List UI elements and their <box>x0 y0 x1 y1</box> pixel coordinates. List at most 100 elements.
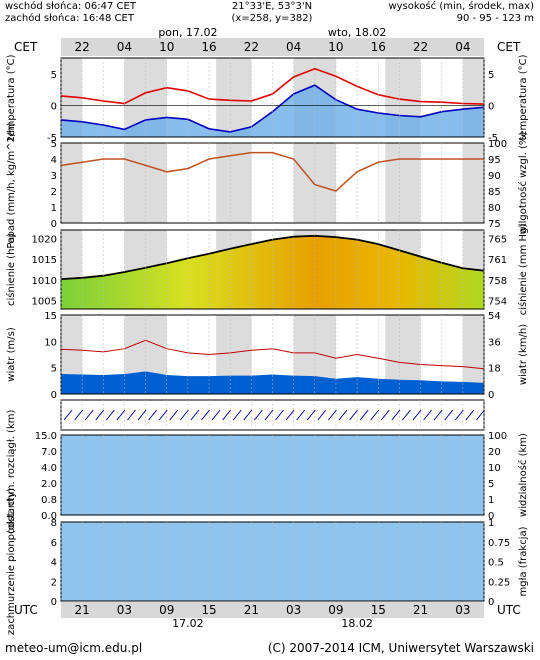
axis-title: ciśnienie (hPa) <box>5 233 17 306</box>
top-hour-label: 22 <box>244 40 259 54</box>
y-tick-label: 1 <box>488 518 494 529</box>
y-tick-label: 0 <box>488 390 494 401</box>
top-day-label: pon, 17.02 <box>158 26 217 39</box>
bottom-hour-label: 21 <box>413 603 428 617</box>
axis-title: temperatura (°C) <box>6 54 17 140</box>
wind-arrow <box>275 409 284 421</box>
top-timezone: CET <box>14 40 38 54</box>
wind-arrow <box>454 409 464 421</box>
night-band <box>216 58 252 137</box>
top-hour-label: 04 <box>117 40 132 54</box>
wind-arrow <box>243 409 253 421</box>
axis-title: podst. chm. rozciągł. (km) <box>6 410 17 541</box>
night-band <box>462 315 484 394</box>
axis-title: ciśnienie (mm Hg) <box>517 224 529 316</box>
wind-arrow <box>264 409 274 421</box>
y-tick-label: 761 <box>488 255 507 266</box>
wind-arrow <box>423 409 432 421</box>
y-tick-label: 5 <box>488 479 494 490</box>
top-hour-label: 22 <box>75 40 90 54</box>
y-tick-label: 10 <box>488 463 501 474</box>
top-day-label: wto, 18.02 <box>328 26 387 39</box>
night-band <box>462 143 484 223</box>
wind-arrow <box>317 409 327 421</box>
wind-arrow <box>137 409 147 421</box>
top-hour-label: 16 <box>201 40 216 54</box>
y-tick-label: 1005 <box>32 297 57 308</box>
bottom-hour-label: 15 <box>371 603 386 617</box>
top-hour-label: 10 <box>159 40 174 54</box>
y-tick-label: 0 <box>51 390 57 401</box>
y-tick-label: 20 <box>488 447 501 458</box>
bottom-timezone-right: UTC <box>497 603 521 617</box>
y-tick-label: 765 <box>488 234 507 245</box>
wind-arrow <box>380 409 390 421</box>
wind-arrow <box>433 409 443 421</box>
y-tick-label: 3 <box>51 171 57 182</box>
y-tick-label: 85 <box>488 187 501 198</box>
grid-point-text: (x=258, y=382) <box>232 13 313 24</box>
y-tick-label: 2.0 <box>41 479 57 490</box>
wind-arrow <box>370 409 380 421</box>
top-hour-label: 10 <box>328 40 343 54</box>
altitude-label: wysokość (min, środek, max) <box>388 0 534 12</box>
wind-arrow <box>465 409 475 421</box>
bottom-hour-label: 03 <box>455 603 470 617</box>
y-tick-label: 0 <box>488 597 494 608</box>
axis-title: wilgotność wzgl. (%) <box>517 132 529 235</box>
bottom-hour-label: 03 <box>286 603 301 617</box>
y-tick-label: 10 <box>44 337 57 348</box>
y-tick-label: 95 <box>488 155 501 166</box>
bottom-axis-band <box>61 602 484 618</box>
y-tick-label: 36 <box>488 337 501 348</box>
y-tick-label: 100 <box>488 139 507 150</box>
y-tick-label: 75 <box>488 219 501 230</box>
wind-arrow <box>222 409 232 421</box>
y-tick-label: 2 <box>51 187 57 198</box>
copyright-text: (C) 2007-2014 ICM, Uniwersytet Warszawsk… <box>268 641 534 655</box>
wind-arrow <box>179 409 189 421</box>
y-tick-label: 8 <box>51 518 57 529</box>
wind-arrow <box>74 409 84 421</box>
y-tick-label: 80 <box>488 203 501 214</box>
temperature-fill <box>61 85 484 137</box>
bottom-timezone: UTC <box>14 603 38 617</box>
wind-arrow <box>190 409 200 421</box>
wind-arrow <box>84 409 94 421</box>
axis-title: temperatura (°C) <box>518 54 529 140</box>
wind-arrow <box>169 409 179 421</box>
bottom-hour-label: 09 <box>328 603 343 617</box>
axis-title: widzialność (km) <box>517 433 529 517</box>
wind-arrow <box>254 409 263 421</box>
y-tick-label: 0 <box>488 101 494 112</box>
contact-email: meteo-um@icm.edu.pl <box>5 641 142 655</box>
wind-arrow <box>338 409 348 421</box>
y-tick-label: 1020 <box>32 234 57 245</box>
wind-arrow <box>105 409 115 421</box>
wind-arrow <box>349 409 358 421</box>
wind-arrow <box>63 409 73 421</box>
wind-arrow <box>116 409 126 421</box>
wind-arrow <box>412 409 422 421</box>
y-tick-label: 0 <box>51 101 57 112</box>
y-tick-label: 4.0 <box>41 463 57 474</box>
y-tick-label: 1010 <box>32 276 57 287</box>
y-tick-label: 4 <box>51 155 57 166</box>
axis-title: wiatr (m/s) <box>6 327 17 382</box>
y-tick-label: 15 <box>44 311 57 322</box>
wind-arrow <box>296 409 306 421</box>
bottom-hour-label: 21 <box>244 603 259 617</box>
altitude-values: 90 - 95 - 123 m <box>457 13 534 24</box>
y-tick-label: 0.25 <box>488 577 510 588</box>
y-tick-label: 100 <box>488 431 507 442</box>
y-tick-label: 0.5 <box>488 558 504 569</box>
y-tick-label: 754 <box>488 297 507 308</box>
bottom-day-label: 18.02 <box>341 617 373 630</box>
y-tick-label: 5 <box>51 364 57 375</box>
y-tick-label: 4 <box>51 558 57 569</box>
wind-arrow <box>359 409 369 421</box>
axis-title: zachmurzenie pion. (oktanty) <box>6 488 17 635</box>
bottom-hour-label: 15 <box>201 603 216 617</box>
y-tick-label: 1 <box>488 495 494 506</box>
